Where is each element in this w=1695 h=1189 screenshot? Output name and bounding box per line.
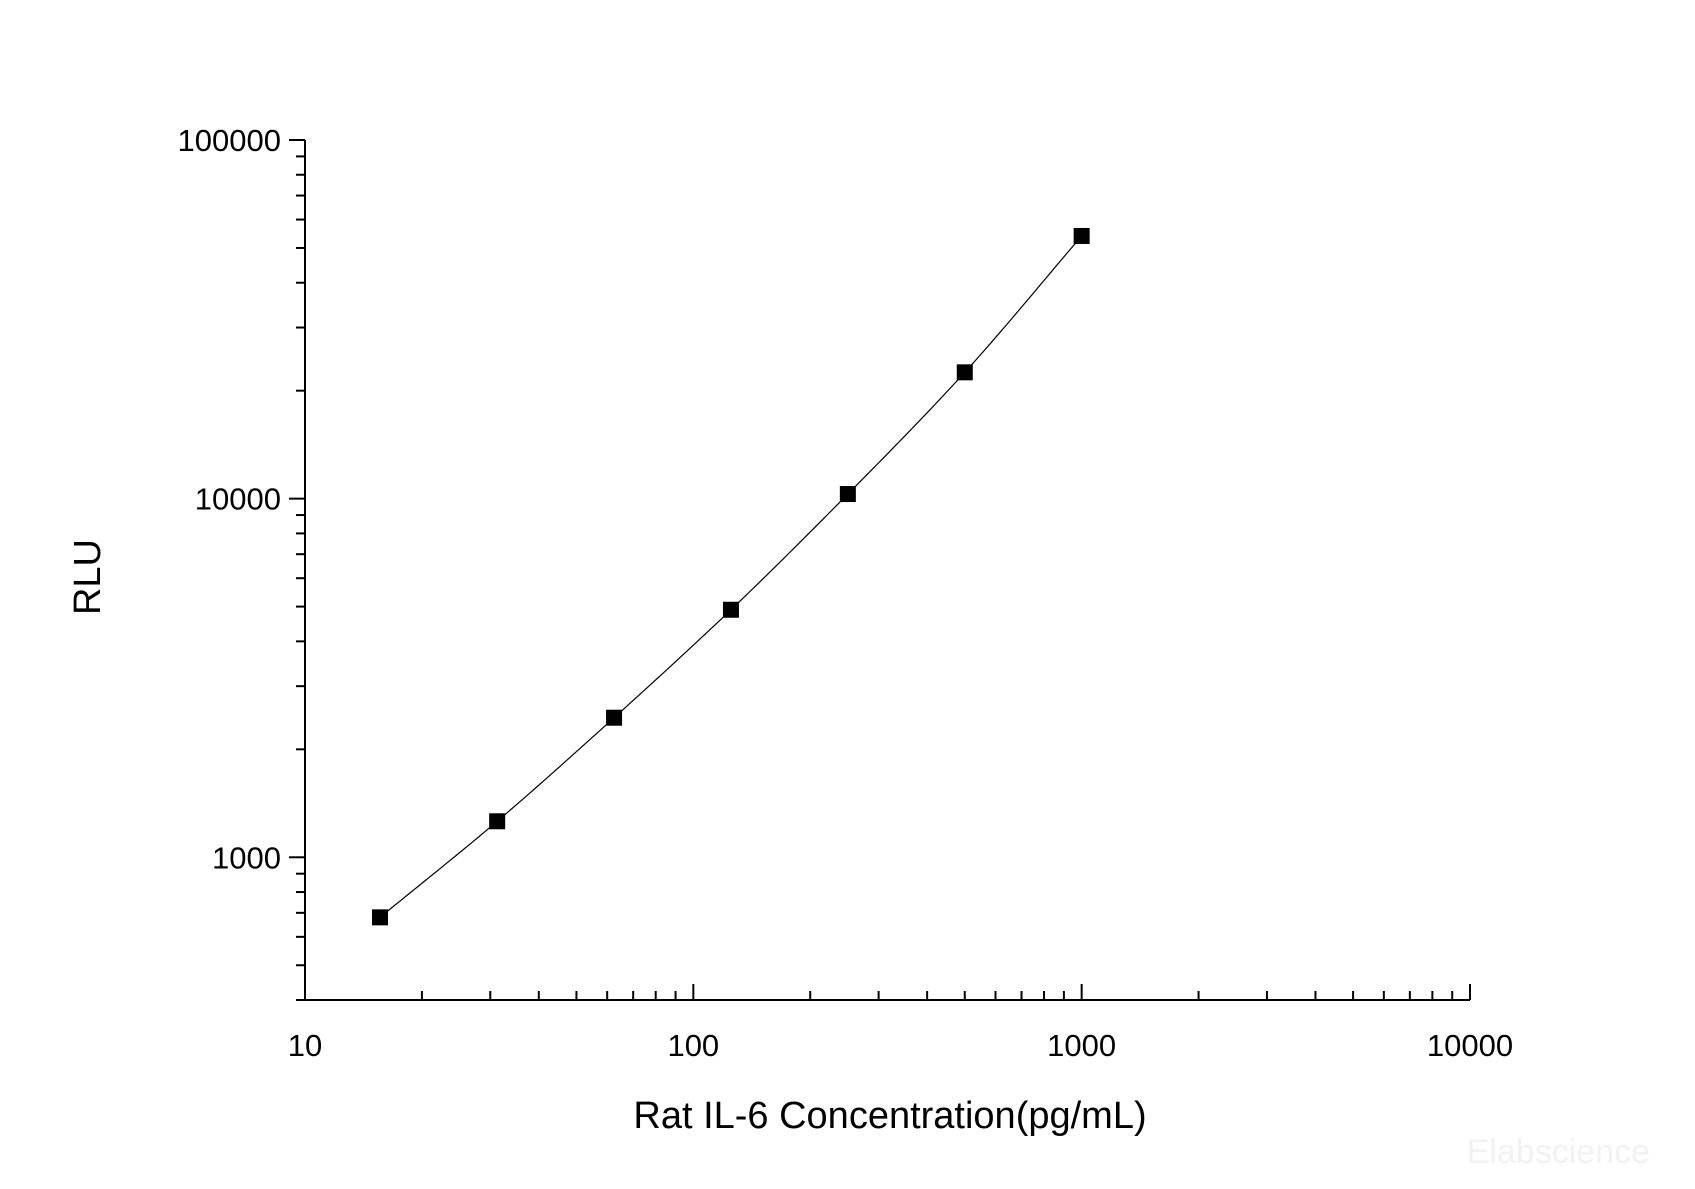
x-tick-label: 10 bbox=[288, 1028, 322, 1063]
y-tick-label: 100000 bbox=[178, 123, 281, 158]
y-tick-label: 10000 bbox=[195, 482, 281, 517]
x-axis-title: Rat IL-6 Concentration(pg/mL) bbox=[633, 1095, 1146, 1137]
watermark-logo: Elabscience bbox=[1467, 1133, 1650, 1171]
data-point bbox=[956, 364, 973, 381]
data-point bbox=[839, 486, 856, 503]
y-axis-title: RLU bbox=[67, 539, 109, 615]
data-point bbox=[722, 601, 739, 618]
x-tick-label: 100 bbox=[667, 1028, 719, 1063]
x-tick-label: 1000 bbox=[1047, 1028, 1116, 1063]
data-point bbox=[606, 709, 623, 726]
data-point bbox=[1073, 227, 1090, 244]
data-points-layer bbox=[371, 227, 1090, 926]
fit-curve bbox=[379, 235, 1083, 918]
fit-curve-layer bbox=[379, 235, 1083, 918]
labels-layer: Rat IL-6 Concentration(pg/mL) RLU Elabsc… bbox=[67, 539, 1650, 1171]
y-tick-label: 1000 bbox=[212, 840, 281, 875]
data-point bbox=[489, 813, 506, 830]
x-tick-label: 10000 bbox=[1427, 1028, 1513, 1063]
axes: 10 100 1000 10000 1000 10000 100000 bbox=[178, 123, 1514, 1063]
data-point bbox=[371, 909, 388, 926]
